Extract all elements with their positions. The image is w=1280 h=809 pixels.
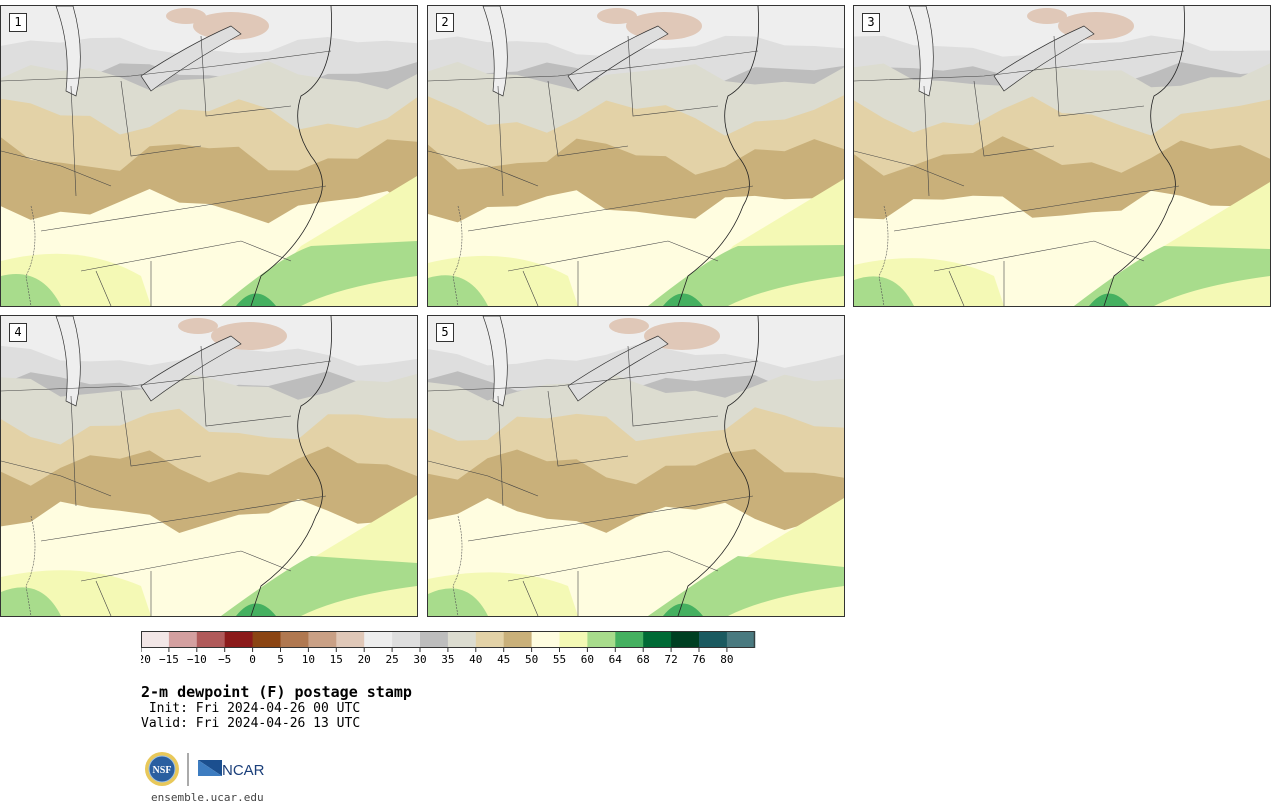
- colorbar-swatch: [587, 631, 616, 648]
- colorbar-swatch: [420, 631, 449, 648]
- colorbar-tick-label: 0: [249, 653, 256, 666]
- colorbar-tick-label: −15: [159, 653, 179, 666]
- panel-label: 3: [862, 13, 880, 32]
- colorbar-tick-label: 55: [553, 653, 566, 666]
- ncar-logo-text: NCAR: [222, 762, 265, 779]
- colorbar: −20 −15 −10 −5 0 5 10 15 20 25 30 35 40 45 50 55 60 64 68 7…: [141, 631, 756, 666]
- map-panel-1: 1: [0, 5, 418, 307]
- panel-label: 5: [436, 323, 454, 342]
- colorbar-swatch: [252, 631, 281, 648]
- colorbar-swatch: [643, 631, 672, 648]
- map-panel-4: 4: [0, 315, 418, 617]
- colorbar-tick-label: 25: [385, 653, 398, 666]
- colorbar-tick-label: 80: [720, 653, 733, 666]
- colorbar-tick-label: 5: [277, 653, 284, 666]
- map-panel-3: 3: [853, 5, 1271, 307]
- colorbar-swatch: [224, 631, 254, 648]
- colorbar-swatch: [168, 631, 198, 648]
- colorbar-swatch: [726, 631, 756, 648]
- colorbar-swatch: [475, 631, 505, 648]
- colorbar-tick-label: 20: [358, 653, 371, 666]
- colorbar-tick-label: 64: [609, 653, 623, 666]
- logos: NSF NCAR: [145, 752, 265, 786]
- colorbar-swatch: [503, 631, 533, 648]
- init-time: Init: Fri 2024-04-26 00 UTC: [141, 701, 361, 716]
- colorbar-swatch: [671, 631, 700, 648]
- ncar-logo: NCAR: [198, 760, 265, 779]
- nsf-logo-text: NSF: [153, 765, 172, 776]
- colorbar-tick-label: 45: [497, 653, 510, 666]
- colorbar-tick-label: 76: [692, 653, 705, 666]
- colorbar-tick-label: −5: [218, 653, 231, 666]
- panel-label: 4: [9, 323, 27, 342]
- colorbar-tick-label: 72: [664, 653, 677, 666]
- panel-label: 1: [9, 13, 27, 32]
- colorbar-tick-label: 68: [637, 653, 650, 666]
- colorbar-swatch: [559, 631, 588, 648]
- colorbar-tick-label: 10: [302, 653, 315, 666]
- colorbar-swatch: [699, 631, 728, 648]
- colorbar-swatch: [141, 631, 170, 648]
- colorbar-tick-label: 60: [581, 653, 594, 666]
- colorbar-swatch: [280, 631, 309, 648]
- panel-label: 2: [436, 13, 454, 32]
- colorbar-tick-label: −20: [141, 653, 151, 666]
- colorbar-tick-label: 35: [441, 653, 454, 666]
- colorbar-swatch: [615, 631, 644, 648]
- colorbar-swatch: [531, 631, 560, 648]
- colorbar-tick-label: −10: [187, 653, 207, 666]
- colorbar-swatch: [392, 631, 421, 648]
- chart-title: 2-m dewpoint (F) postage stamp: [141, 683, 412, 701]
- colorbar-tick-label: 40: [469, 653, 482, 666]
- colorbar-tick-label: 30: [413, 653, 426, 666]
- colorbar-swatch: [447, 631, 477, 648]
- colorbar-swatch: [308, 631, 337, 648]
- colorbar-swatch: [196, 631, 226, 648]
- colorbar-swatch: [336, 631, 365, 648]
- map-panel-5: 5: [427, 315, 845, 617]
- colorbar-tick-label: 15: [330, 653, 343, 666]
- nsf-logo: NSF: [145, 752, 179, 786]
- map-panel-2: 2: [427, 5, 845, 307]
- site-url: ensemble.ucar.edu: [151, 791, 264, 804]
- colorbar-tick-label: 50: [525, 653, 538, 666]
- valid-time: Valid: Fri 2024-04-26 13 UTC: [141, 716, 361, 731]
- colorbar-frame: [141, 631, 755, 648]
- colorbar-swatch: [364, 631, 393, 648]
